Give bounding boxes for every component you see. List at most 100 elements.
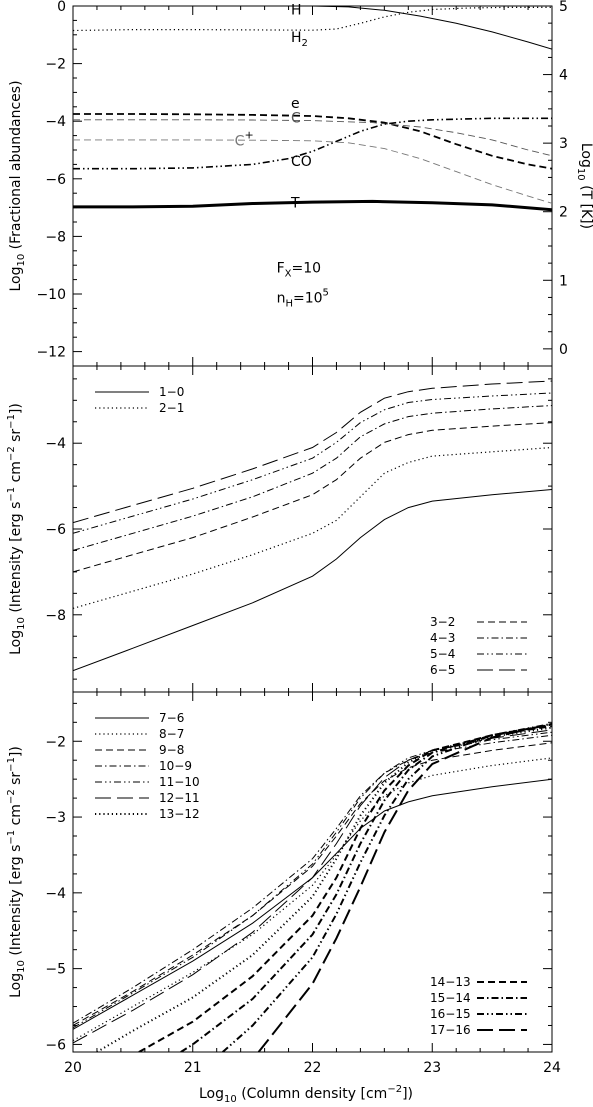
intensity-high-panel: 20 21 22 23 24 −2 −3 −4 −5 −6 Log10 (Intensity [er…	[6, 691, 561, 1076]
series-label-c-plus: C+	[235, 129, 254, 150]
y-tick-label: −8	[45, 608, 66, 624]
annotation-sup: 5	[323, 288, 329, 299]
x-axis-label-sub: 10	[224, 1094, 237, 1105]
y-axis-label-sub: 10	[16, 617, 27, 630]
y-axis-label-sub: 10	[16, 960, 27, 973]
y2-tick-label: 4	[559, 68, 568, 84]
series-label-sup: +	[244, 129, 253, 142]
series-label-text: C	[291, 111, 301, 127]
y-axis-label: Log10 (Fractional abundances)	[8, 80, 27, 291]
y-tick-label: −4	[45, 436, 66, 452]
legend-label: 12−11	[159, 791, 200, 805]
series-line-2-1	[73, 446, 552, 609]
x-axis-label-main: Log	[199, 1086, 224, 1102]
y-axis-label-sup: −1	[6, 487, 17, 502]
series-label-h: H	[291, 3, 302, 19]
legend-label: 3−2	[430, 615, 455, 629]
y-axis-label-rest: (Intensity [erg s	[8, 845, 24, 961]
y-tick-label: −4	[45, 886, 66, 902]
y-tick-label: −2	[45, 57, 66, 73]
series-line-14-13	[138, 725, 552, 1052]
y-tick-label: −3	[45, 810, 66, 826]
y-tick-label: −2	[45, 734, 66, 750]
series-line-15-14	[180, 723, 552, 1052]
y-axis-label-main: Log	[8, 973, 24, 998]
y-axis-label-end: ])	[8, 746, 24, 757]
y-axis-label-main: Log	[8, 267, 24, 292]
legend-label: 11−10	[159, 775, 200, 789]
x-axis-label-sup: −2	[387, 1084, 402, 1095]
annotation-main: n	[277, 291, 286, 307]
series-label-h2: H2	[291, 30, 308, 49]
series-line-5-4	[73, 392, 552, 534]
y-axis-label-part: sr	[8, 772, 24, 790]
y2-tick-label: 1	[559, 273, 568, 289]
y-axis-label-end: ])	[8, 403, 24, 414]
series-label-c: C	[291, 111, 301, 127]
series-line-4-3	[73, 405, 552, 551]
series-line-e	[73, 113, 552, 170]
series-label-sub: 2	[301, 38, 307, 49]
x-tick-label: 20	[64, 1060, 82, 1076]
y-axis-label-part: sr	[8, 429, 24, 447]
y-tick-label: −6	[45, 1037, 66, 1053]
y-tick-label: −6	[45, 522, 66, 538]
legend-label: 14−13	[430, 975, 471, 989]
series-line-t	[73, 199, 552, 212]
series-label-e: e	[291, 96, 300, 112]
series-label-text: H	[291, 3, 302, 19]
legend-label: 15−14	[430, 991, 471, 1005]
y-axis-label: Log10 (Intensity [erg s−1 cm−2 sr−1])	[6, 746, 27, 998]
x-tick-label: 22	[304, 1060, 322, 1076]
series-line-h	[73, 6, 552, 50]
y-axis-label-sup: −1	[6, 757, 17, 772]
y-tick-label: 0	[57, 0, 66, 15]
x-axis-label-rest: (Column density [cm	[237, 1086, 388, 1102]
y-axis-label-sup: −2	[6, 446, 17, 461]
legend-label: 1−0	[159, 385, 184, 399]
annotation-sub: H	[285, 299, 293, 310]
series-line-13-12	[96, 726, 552, 1052]
y-tick-label: −6	[45, 172, 66, 188]
y2-tick-label: 0	[559, 342, 568, 358]
series-line-c	[73, 119, 552, 157]
x-axis-label-end: ])	[402, 1086, 413, 1102]
annotation-main: F	[277, 260, 285, 276]
x-tick-label: 23	[423, 1060, 441, 1076]
y-tick-label: −8	[45, 229, 66, 245]
y-tick-label: −4	[45, 114, 66, 130]
series-line-17-16	[257, 722, 552, 1052]
y-axis-label-rest: (Intensity [erg s	[8, 502, 24, 618]
legend-label: 17−16	[430, 1023, 471, 1037]
y2-axis-label-sub: 10	[575, 168, 586, 181]
y-axis-label-sup: −1	[6, 414, 17, 429]
legend-label: 10−9	[159, 759, 192, 773]
y-axis-label-main: Log	[8, 630, 24, 655]
legend-label: 13−12	[159, 807, 200, 821]
x-axis-label: Log10 (Column density [cm−2])	[199, 1084, 413, 1105]
series-label-text: e	[291, 96, 300, 112]
y2-axis-label-rest: (T [K])	[578, 181, 593, 229]
annotation: FX=10	[277, 260, 321, 279]
x-tick-label: 21	[184, 1060, 202, 1076]
series-label-text: CO	[291, 154, 312, 170]
y2-axis-label: Log10 (T [K])	[575, 143, 593, 229]
annotation: nH=105	[277, 288, 329, 310]
y-axis-label-part: cm	[8, 804, 24, 830]
annotation-sub: X	[285, 268, 292, 279]
series-line-10-9	[73, 734, 552, 1024]
series-label-text: H	[291, 30, 302, 46]
y-axis-label-sup: −1	[6, 830, 17, 845]
y-tick-label: −12	[36, 345, 66, 361]
legend-label: 7−6	[159, 711, 184, 725]
series-line-6-5	[73, 380, 552, 524]
annotation-rest: =10	[293, 291, 323, 307]
series-line-12-11	[73, 729, 552, 1044]
series-label-text: C	[235, 134, 245, 150]
y-tick-label: −5	[45, 962, 66, 978]
y-axis-label-part: cm	[8, 461, 24, 487]
legend-label: 4−3	[430, 631, 455, 645]
